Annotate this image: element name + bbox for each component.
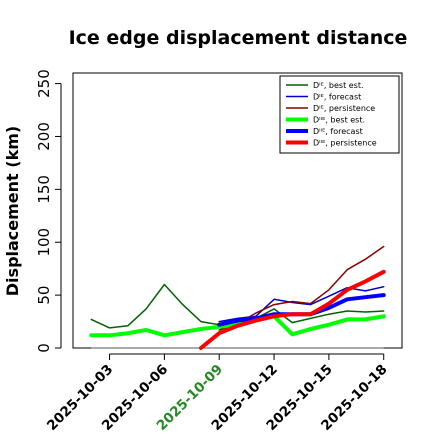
y-axis-label: Displacement (km)	[3, 126, 22, 296]
legend: Dᴵᴱ, best est. Dᴵᴱ, forecast Dᴵᴱ, persiste…	[279, 75, 400, 154]
series-layer	[89, 245, 386, 350]
legend-box	[279, 75, 400, 154]
y-axis: 0 50 100 150 200 250	[35, 69, 62, 353]
y-tick-label: 200	[35, 122, 53, 151]
legend-entry: Dᴵᴱ, forecast	[313, 93, 361, 102]
legend-entry: Dᴵᴵᴱ, persistence	[313, 139, 377, 148]
y-tick-label: 150	[35, 175, 53, 204]
chart-title: Ice edge displacement distance	[69, 27, 408, 49]
legend-entry: Dᴵᴱ, best est.	[313, 81, 364, 90]
legend-entry: Dᴵᴵᴱ, best est.	[313, 116, 365, 125]
y-tick-label: 250	[35, 69, 53, 98]
series-line-2	[218, 285, 385, 323]
y-tick-label: 0	[35, 343, 53, 353]
x-axis: 2025-10-032025-10-062025-10-092025-10-12…	[44, 353, 391, 434]
legend-entry: Dᴵᴵᴱ, forecast	[313, 127, 363, 136]
y-tick-label: 100	[35, 228, 53, 257]
series-line-6	[198, 269, 386, 350]
series-line-1	[90, 283, 385, 329]
legend-entry: Dᴵᴱ, persistence	[313, 104, 375, 113]
y-tick-label: 50	[35, 286, 53, 305]
